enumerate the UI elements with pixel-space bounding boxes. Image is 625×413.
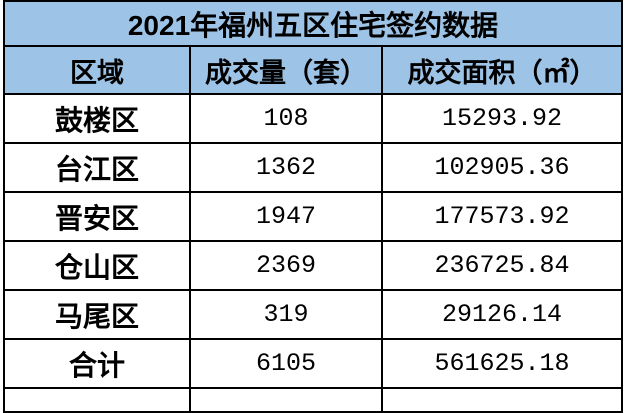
- table-row-taijiang: 台江区 1362 102905.36: [3, 142, 624, 193]
- volume-cell: 319: [189, 289, 383, 340]
- empty-cell: [189, 387, 383, 413]
- volume-cell: 108: [189, 93, 383, 144]
- table-header-row: 区域 成交量（套） 成交面积（㎡）: [3, 45, 624, 95]
- region-cell: 台江区: [3, 142, 191, 193]
- volume-cell: 1947: [189, 191, 383, 242]
- area-cell: 29126.14: [380, 289, 624, 340]
- area-cell: 177573.92: [380, 191, 624, 242]
- volume-cell: 2369: [189, 240, 383, 291]
- region-cell: 鼓楼区: [3, 93, 191, 144]
- table-row-cangshan: 仓山区 2369 236725.84: [3, 240, 624, 291]
- table-row-cutoff: [3, 387, 624, 413]
- column-header-area: 成交面积（㎡）: [380, 45, 624, 95]
- table-title: 2021年福州五区住宅签约数据: [2, 0, 624, 47]
- total-area-cell: 561625.18: [380, 338, 624, 389]
- column-header-volume: 成交量（套）: [189, 45, 383, 95]
- area-cell: 15293.92: [380, 93, 624, 144]
- region-cell: 马尾区: [3, 289, 191, 340]
- table-title-row: 2021年福州五区住宅签约数据: [2, 0, 624, 47]
- region-cell: 晋安区: [3, 191, 191, 242]
- volume-cell: 1362: [189, 142, 383, 193]
- total-volume-cell: 6105: [189, 338, 383, 389]
- table-row-gulou: 鼓楼区 108 15293.92: [3, 93, 624, 144]
- empty-cell: [3, 387, 191, 413]
- table-row-total: 合计 6105 561625.18: [3, 338, 624, 389]
- column-header-region: 区域: [3, 45, 191, 95]
- total-label-cell: 合计: [3, 338, 191, 389]
- area-cell: 102905.36: [380, 142, 624, 193]
- table-row-jinan: 晋安区 1947 177573.92: [3, 191, 624, 242]
- area-cell: 236725.84: [380, 240, 624, 291]
- region-cell: 仓山区: [3, 240, 191, 291]
- empty-cell: [380, 387, 624, 413]
- table-row-mawei: 马尾区 319 29126.14: [3, 289, 624, 340]
